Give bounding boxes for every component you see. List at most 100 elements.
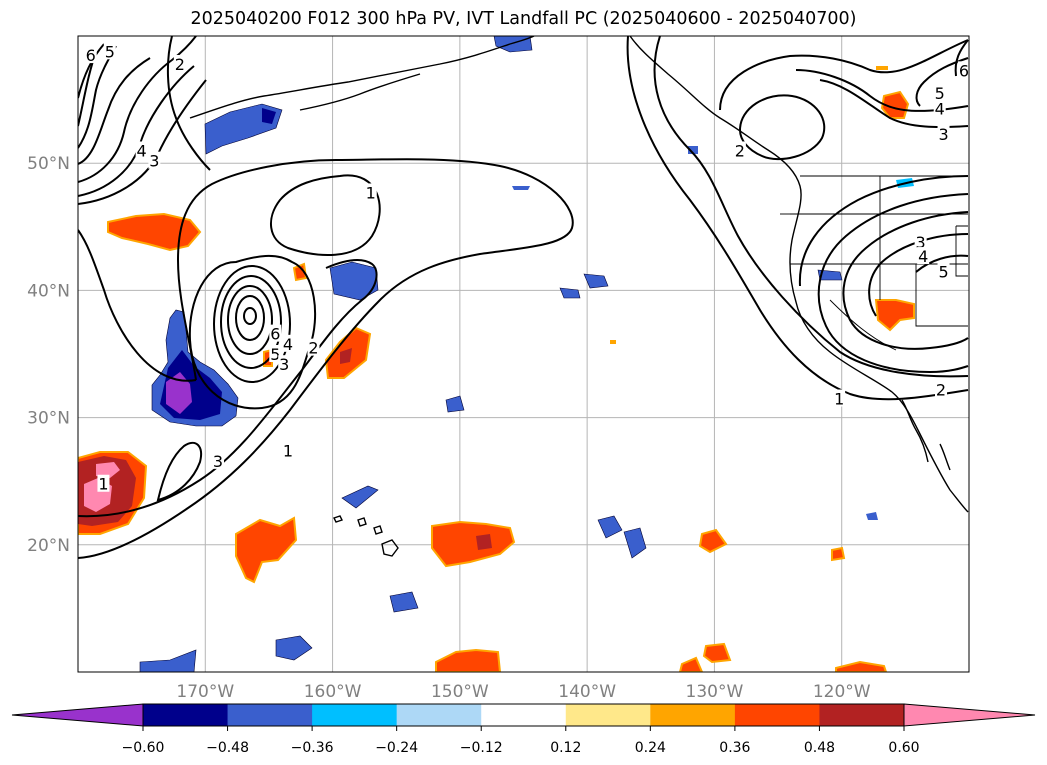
colorbar-segment (312, 704, 398, 726)
colorbar-tick-label: −0.36 (291, 740, 334, 756)
contour-label: 3 (213, 452, 223, 471)
lat-tick-label: 50°N (27, 154, 70, 174)
contour-line (78, 158, 574, 559)
lon-tick-label: 130°W (686, 682, 744, 702)
north-america-coastline (629, 36, 969, 513)
contour-line (166, 36, 211, 171)
contour-label-bg (282, 441, 295, 459)
contour-label: 6 (86, 46, 96, 65)
contour-label-bg (917, 247, 930, 265)
contour-label-bg (937, 262, 950, 280)
colorbar-segment (565, 704, 651, 726)
contour-line (798, 175, 969, 287)
contour-label-bg (933, 99, 946, 117)
positive-anomaly-region (431, 520, 516, 568)
contour-label: 2 (308, 339, 318, 358)
contour-label: 4 (283, 335, 293, 354)
contour-label-bg (933, 84, 946, 102)
contour-label: 6 (959, 61, 969, 80)
contour-label-bg (914, 233, 927, 251)
contour-label-bg (833, 389, 846, 407)
colorbar-extend-low (11, 703, 144, 727)
contour-line (235, 295, 265, 341)
colorbar-tick-label: −0.48 (206, 740, 249, 756)
contour-line (78, 36, 197, 183)
lon-tick-label: 170°W (176, 682, 234, 702)
colorbar-tick-label: −0.12 (460, 740, 503, 756)
contour-line (78, 259, 378, 518)
contour-line (868, 233, 969, 317)
contour-line (220, 275, 282, 369)
lon-tick-label: 140°W (558, 682, 616, 702)
colorbar-tick-label: 0.12 (550, 740, 581, 756)
positive-anomaly-region (107, 212, 202, 252)
contour-line (626, 36, 969, 401)
colorbar-tick-label: 0.36 (719, 740, 750, 756)
colorbar-tick-label: −0.60 (122, 740, 165, 756)
negative-anomaly-peak (166, 372, 192, 414)
contour-line (817, 193, 969, 374)
positive-anomaly-region (880, 90, 910, 119)
lon-tick-label: 120°W (813, 682, 871, 702)
contour-line (915, 57, 969, 107)
contour-label: 4 (918, 247, 928, 266)
contour-line (653, 36, 969, 378)
contour-label: 5 (935, 84, 945, 103)
positive-anomaly-region (235, 516, 298, 584)
latitude-tick-labels: 20°N 30°N 40°N 50°N (27, 154, 70, 556)
contour-label: 1 (283, 442, 293, 461)
longitude-tick-labels: 170°W 160°W 150°W 140°W 130°W 120°W (176, 682, 870, 702)
contour-label: 6 (270, 325, 280, 344)
colorbar: −0.60 −0.48 −0.36 −0.24 −0.12 0.12 0.24 0.36 0.4… (11, 703, 1036, 756)
colorbar-segment (734, 704, 820, 726)
colorbar-extend-high (903, 703, 1036, 727)
contour-label-bg (937, 124, 950, 142)
lat-tick-label: 30°N (27, 409, 70, 429)
contour-label: 2 (735, 141, 745, 160)
contour-label: 3 (916, 233, 926, 252)
ivt-contours (78, 36, 969, 559)
contour-line (78, 229, 197, 382)
lat-tick-label: 20°N (27, 536, 70, 556)
colorbar-segment (143, 704, 229, 726)
contour-line (269, 174, 381, 257)
map-frame (77, 35, 970, 673)
contour-label-bg (307, 338, 320, 356)
contour-label-bg (103, 42, 116, 60)
hawaii-islands (333, 515, 399, 557)
lat-tick-label: 40°N (27, 281, 70, 301)
contour-label: 3 (149, 152, 159, 171)
contour-label: 1 (834, 390, 844, 409)
contour-line (738, 94, 826, 161)
contour-line (915, 254, 969, 273)
contour-label-bg (84, 46, 97, 64)
contour-label-bg (173, 54, 186, 72)
colorbar-segment (481, 704, 567, 726)
contour-line (188, 255, 317, 410)
colorbar-segment (396, 704, 482, 726)
contour-line (78, 57, 151, 165)
contour-label: 1 (366, 183, 376, 202)
contour-label-bg (97, 474, 110, 492)
positive-anomaly-region (874, 299, 915, 332)
alaska-coastline (189, 36, 535, 119)
colorbar-outline (142, 703, 905, 727)
lon-tick-label: 160°W (304, 682, 362, 702)
contour-line (243, 307, 257, 325)
lon-tick-label: 150°W (431, 682, 489, 702)
contour-line (227, 285, 273, 355)
colorbar-tick-label: 0.60 (888, 740, 919, 756)
contour-label-bg (212, 451, 225, 469)
contour-label: 2 (175, 55, 185, 74)
coastlines (189, 36, 969, 557)
contour-line (213, 265, 291, 383)
contour-label: 5 (105, 42, 115, 61)
contour-label-bg (135, 141, 148, 159)
colorbar-tick-label: −0.24 (375, 740, 418, 756)
contour-label-bg (148, 151, 161, 169)
contour-label-bg (282, 334, 295, 352)
contour-label: 5 (938, 262, 948, 281)
contour-line (156, 441, 202, 502)
